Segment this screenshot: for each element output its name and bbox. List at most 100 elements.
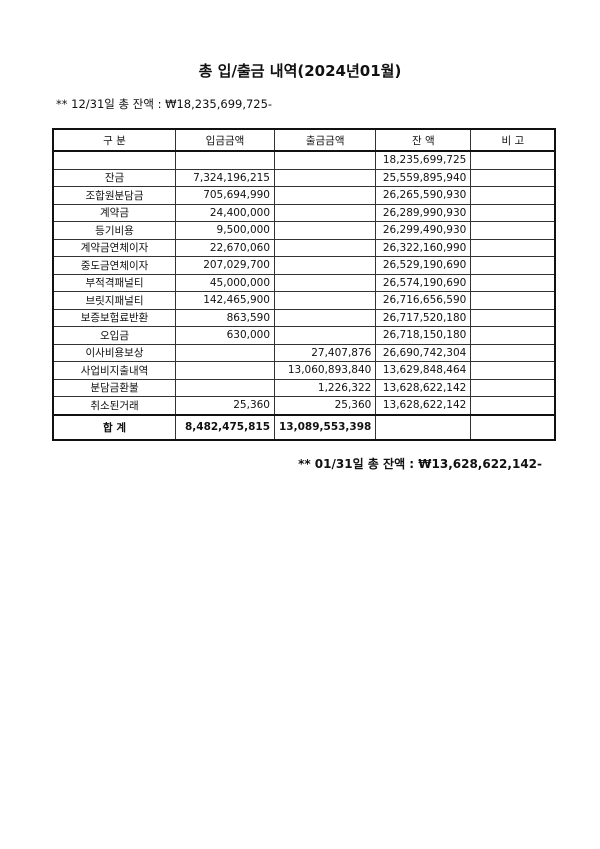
cell bbox=[52, 150, 176, 170]
table-row: 오입금 630,000 26,718,150,180 bbox=[52, 326, 556, 345]
cell: 25,360 bbox=[273, 396, 377, 415]
opening-balance: ** 12/31일 총 잔액 : ₩18,235,699,725- bbox=[56, 97, 273, 111]
cell bbox=[273, 168, 377, 187]
table-row: 사업비지출내역 13,060,893,840 13,629,848,464 bbox=[52, 361, 556, 380]
cell: 보증보험료반환 bbox=[52, 308, 176, 327]
cell bbox=[470, 203, 556, 222]
cell: 9,500,000 bbox=[175, 221, 275, 240]
closing-balance: ** 01/31일 총 잔액 : ₩13,628,622,142- bbox=[298, 457, 542, 471]
cell: 계약금 bbox=[52, 203, 176, 222]
cell: 630,000 bbox=[175, 326, 275, 345]
table-row: 부적격패널티 45,000,000 26,574,190,690 bbox=[52, 273, 556, 292]
table-row: 잔금 7,324,196,215 25,559,895,940 bbox=[52, 168, 556, 187]
cell bbox=[470, 308, 556, 327]
cell: 부적격패널티 bbox=[52, 273, 176, 292]
cell bbox=[470, 186, 556, 205]
cell: 1,226,322 bbox=[273, 378, 377, 397]
cell bbox=[175, 378, 275, 397]
cell: 입금금액 bbox=[175, 128, 275, 152]
cell: 24,400,000 bbox=[175, 203, 275, 222]
cell bbox=[375, 413, 472, 440]
cell bbox=[273, 308, 377, 327]
cell: 45,000,000 bbox=[175, 273, 275, 292]
cell: 27,407,876 bbox=[273, 343, 377, 362]
cell: 사업비지출내역 bbox=[52, 361, 176, 380]
cell: 705,694,990 bbox=[175, 186, 275, 205]
cell: 26,299,490,930 bbox=[375, 221, 472, 240]
cell bbox=[273, 221, 377, 240]
cell: 13,089,553,398 bbox=[273, 413, 377, 440]
cell: 26,322,160,990 bbox=[375, 238, 472, 257]
cell bbox=[273, 186, 377, 205]
cell bbox=[470, 378, 556, 397]
cell: 26,574,190,690 bbox=[375, 273, 472, 292]
table-row: 중도금연체이자 207,029,700 26,529,190,690 bbox=[52, 256, 556, 275]
cell bbox=[470, 238, 556, 257]
cell: 22,670,060 bbox=[175, 238, 275, 257]
cell: 26,289,990,930 bbox=[375, 203, 472, 222]
cell: 863,590 bbox=[175, 308, 275, 327]
cell bbox=[273, 273, 377, 292]
cell bbox=[470, 343, 556, 362]
cell: 13,628,622,142 bbox=[375, 396, 472, 415]
cell bbox=[470, 291, 556, 310]
cell: 이사비용보상 bbox=[52, 343, 176, 362]
cell: 26,718,150,180 bbox=[375, 326, 472, 345]
table-row: 이사비용보상 27,407,876 26,690,742,304 bbox=[52, 343, 556, 362]
cell bbox=[470, 396, 556, 415]
cell bbox=[273, 291, 377, 310]
cell bbox=[470, 256, 556, 275]
cell: 26,529,190,690 bbox=[375, 256, 472, 275]
table-row: 보증보험료반환 863,590 26,717,520,180 bbox=[52, 308, 556, 327]
cell bbox=[175, 150, 275, 170]
cell bbox=[175, 361, 275, 380]
cell bbox=[273, 256, 377, 275]
table-row: 브릿지패널티 142,465,900 26,716,656,590 bbox=[52, 291, 556, 310]
cell: 분담금환불 bbox=[52, 378, 176, 397]
cell bbox=[470, 168, 556, 187]
cell bbox=[273, 326, 377, 345]
table-row: 취소된거래 25,360 25,360 13,628,622,142 bbox=[52, 396, 556, 415]
cell bbox=[470, 221, 556, 240]
cell: 비 고 bbox=[470, 128, 556, 152]
cell: 26,690,742,304 bbox=[375, 343, 472, 362]
cell: 잔 액 bbox=[375, 128, 472, 152]
table-row: 등기비용 9,500,000 26,299,490,930 bbox=[52, 221, 556, 240]
cell: 25,559,895,940 bbox=[375, 168, 472, 187]
cell: 7,324,196,215 bbox=[175, 168, 275, 187]
cell bbox=[273, 238, 377, 257]
cell bbox=[175, 343, 275, 362]
cell: 142,465,900 bbox=[175, 291, 275, 310]
cell: 26,265,590,930 bbox=[375, 186, 472, 205]
total-row: 합 계 8,482,475,815 13,089,553,398 bbox=[52, 413, 556, 440]
cell: 13,628,622,142 bbox=[375, 378, 472, 397]
cell: 8,482,475,815 bbox=[175, 413, 275, 440]
cell: 13,629,848,464 bbox=[375, 361, 472, 380]
cell: 취소된거래 bbox=[52, 396, 176, 415]
table-row: 조합원분담금 705,694,990 26,265,590,930 bbox=[52, 186, 556, 205]
cell: 25,360 bbox=[175, 396, 275, 415]
cell bbox=[470, 273, 556, 292]
cell: 조합원분담금 bbox=[52, 186, 176, 205]
table-row: 18,235,699,725 bbox=[52, 150, 556, 170]
cell: 207,029,700 bbox=[175, 256, 275, 275]
page-title: 총 입/출금 내역(2024년01월) bbox=[198, 62, 402, 80]
table-row: 분담금환불 1,226,322 13,628,622,142 bbox=[52, 378, 556, 397]
cell: 18,235,699,725 bbox=[375, 150, 472, 170]
cell: 구 분 bbox=[52, 128, 176, 152]
cell: 중도금연체이자 bbox=[52, 256, 176, 275]
cell: 13,060,893,840 bbox=[273, 361, 377, 380]
cell: 브릿지패널티 bbox=[52, 291, 176, 310]
cell: 잔금 bbox=[52, 168, 176, 187]
cell: 오입금 bbox=[52, 326, 176, 345]
cell: 합 계 bbox=[52, 413, 176, 440]
cell bbox=[273, 150, 377, 170]
cell: 계약금연체이자 bbox=[52, 238, 176, 257]
cell: 26,716,656,590 bbox=[375, 291, 472, 310]
cell bbox=[470, 361, 556, 380]
cell: 출금금액 bbox=[273, 128, 377, 152]
table-row: 계약금 24,400,000 26,289,990,930 bbox=[52, 203, 556, 222]
table-row: 계약금연체이자 22,670,060 26,322,160,990 bbox=[52, 238, 556, 257]
